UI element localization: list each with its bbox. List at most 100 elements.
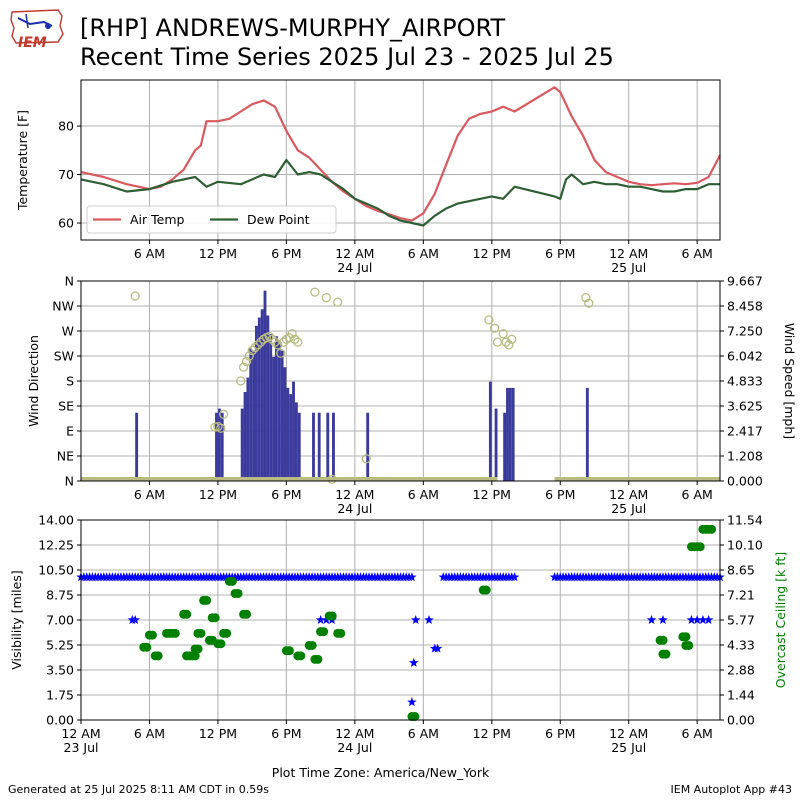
temperature-plot-frame: [80, 79, 721, 241]
wind-direction-point: [327, 474, 337, 484]
visibility-tick-label: 14.00: [38, 513, 74, 528]
speed-tick-label: 7.250: [727, 324, 763, 339]
ceiling-tick-label: 0.00: [727, 713, 755, 728]
x-tick-label: 6 PM: [271, 246, 301, 261]
temperature-axis-label: Temperature [F]: [15, 110, 30, 211]
direction-tick-label: NW: [52, 299, 74, 314]
ceiling-point: [661, 649, 671, 659]
x-tick-label: 12 PM: [473, 487, 511, 502]
x-tick-label: 6 PM: [271, 487, 301, 502]
wind-speed-bar: [240, 408, 244, 481]
visibility-point: [692, 615, 702, 625]
wind-direction-point: [287, 329, 297, 339]
speed-tick-label: 0.000: [727, 474, 763, 489]
x-tick-label: 6 AM: [134, 726, 165, 741]
chart-subtitle: Recent Time Series 2025 Jul 23 - 2025 Ju…: [80, 43, 614, 71]
wind-speed-bar: [255, 325, 258, 481]
wind-speed-bar: [332, 412, 335, 481]
wind-direction-point: [293, 337, 303, 347]
ceiling-point: [658, 635, 668, 645]
visibility-tick-label: 3.50: [46, 663, 74, 678]
wind-direction-point: [236, 376, 246, 386]
ceiling-point: [227, 576, 237, 586]
air-temp-line: [80, 86, 721, 222]
speed-tick-label: 2.417: [727, 424, 763, 439]
wind-speed-bar: [494, 408, 498, 481]
visibility-tick-label: 5.25: [46, 638, 74, 653]
y-tick-label: 70: [58, 167, 74, 182]
wind-speed-bar: [217, 408, 221, 481]
wind-direction-point: [584, 298, 594, 308]
visibility-point: [509, 572, 520, 582]
ceiling-point: [707, 524, 717, 534]
x-tick-label: 6 AM: [134, 487, 165, 502]
x-tick-label: 12 AM: [609, 487, 648, 502]
wind-speed-bar: [263, 290, 267, 481]
wind-direction-axis-label: Wind Direction: [26, 335, 41, 427]
wind-speed-bar: [277, 340, 281, 481]
x-date-label: 24 Jul: [337, 501, 372, 516]
ceiling-tick-label: 5.77: [727, 613, 755, 628]
direction-tick-label: S: [66, 374, 74, 389]
wind-direction-point: [244, 351, 254, 361]
temperature-legend: Air Temp Dew Point: [86, 205, 337, 234]
svg-text:IEM: IEM: [18, 35, 47, 50]
ceiling-tick-label: 10.10: [727, 538, 763, 553]
wind-speed-bar: [312, 412, 315, 481]
ceiling-tick-label: 7.21: [727, 588, 755, 603]
wind-direction-point: [273, 340, 283, 350]
wind-speed-bar: [220, 412, 224, 481]
visibility-tick-label: 8.75: [46, 588, 74, 603]
ceiling-point: [684, 640, 694, 650]
wind-speed-bar: [252, 350, 256, 481]
wind-speed-bar: [294, 402, 298, 481]
x-tick-label: 12 PM: [199, 726, 237, 741]
x-tick-label: 12 AM: [335, 726, 374, 741]
wind-speed-bar: [297, 412, 301, 481]
visibility-point: [703, 615, 714, 625]
wind-speed-bar: [585, 387, 589, 481]
visibility-point: [321, 615, 332, 625]
wind-speed-bar: [488, 381, 492, 481]
x-tick-label: 6 AM: [408, 487, 439, 502]
x-tick-label: 6 AM: [134, 246, 165, 261]
ceiling-point: [182, 609, 192, 619]
visibility-tick-label: 1.75: [46, 688, 74, 703]
x-date-label: 25 Jul: [611, 501, 646, 516]
x-tick-label: 6 AM: [408, 726, 439, 741]
wind-direction-point: [504, 340, 514, 350]
direction-tick-label: N: [65, 274, 74, 289]
visibility-point: [686, 615, 697, 625]
generated-footer: Generated at 25 Jul 2025 8:11 AM CDT in …: [8, 783, 269, 796]
wind-direction-point: [256, 337, 266, 347]
direction-tick-label: W: [62, 324, 74, 339]
wind-direction-point: [250, 343, 260, 353]
wind-direction-point: [264, 331, 274, 342]
ceiling-point: [233, 588, 243, 598]
direction-tick-label: E: [66, 424, 74, 439]
visibility-tick-label: 7.00: [46, 613, 74, 628]
ceiling-point: [695, 542, 705, 552]
dew-point-line: [80, 158, 720, 227]
wind-speed-bar: [280, 350, 284, 481]
x-tick-label: 12 AM: [609, 726, 648, 741]
wind-speed-bar: [366, 412, 370, 481]
ceiling-axis-label: Overcast Ceiling [k ft]: [773, 552, 788, 688]
ceiling-point: [319, 627, 329, 637]
x-tick-label: 6 AM: [682, 487, 713, 502]
visibility-point: [424, 615, 434, 625]
x-tick-label: 12 AM: [335, 246, 374, 261]
visibility-point: [432, 643, 443, 653]
wind-speed-bar: [215, 412, 218, 481]
speed-tick-label: 9.667: [727, 274, 763, 289]
wind-speed-bar: [503, 412, 507, 481]
y-tick-label: 80: [58, 119, 74, 134]
ceiling-point: [681, 632, 691, 642]
visibility-point: [130, 615, 140, 625]
wind-direction-point: [290, 334, 300, 344]
wind-direction-point: [333, 297, 343, 307]
wind-speed-bar: [289, 394, 293, 481]
visibility-tick-label: 12.25: [38, 538, 74, 553]
visibility-point: [658, 615, 668, 625]
ceiling-point: [202, 595, 212, 605]
